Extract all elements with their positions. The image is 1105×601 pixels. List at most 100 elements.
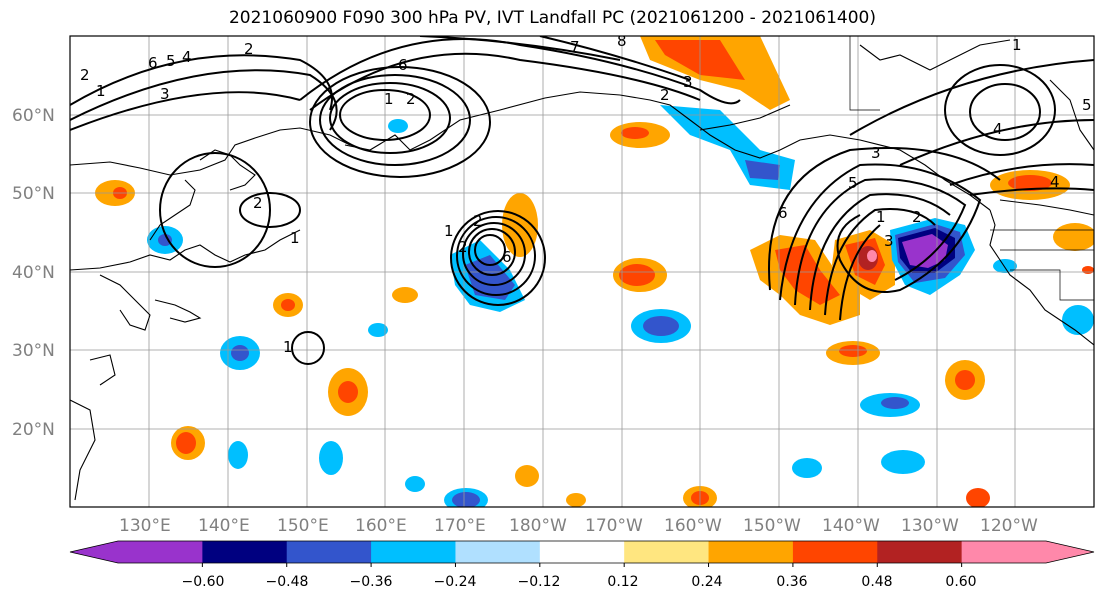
shade-positive <box>1082 266 1094 274</box>
contour-label: 6 <box>398 56 408 74</box>
lon-label: 130°E <box>119 516 171 536</box>
pv-contours <box>70 36 1094 365</box>
shade-negative <box>1062 305 1094 335</box>
shade-positive <box>392 287 418 303</box>
colorbar-swatch <box>202 541 288 563</box>
contour-label: 2 <box>253 194 263 212</box>
contour-label: 2 <box>660 86 670 104</box>
contour-label: 1 <box>96 82 106 100</box>
lat-label: 20°N <box>12 420 55 440</box>
colorbar-tick: 0.36 <box>776 574 807 590</box>
contour-label: 4 <box>993 120 1003 138</box>
shade-negative <box>465 255 515 300</box>
lat-label: 60°N <box>12 106 55 126</box>
lon-label: 180°W <box>509 516 567 536</box>
shade-positive <box>566 493 586 507</box>
colorbar-outline <box>69 540 1095 564</box>
lon-label: 120°W <box>980 516 1038 536</box>
shade-positive <box>515 465 539 487</box>
shade-negative <box>792 458 822 478</box>
longitude-labels: 130°E 140°E 150°E 160°E 170°E 180°W 170°… <box>119 516 1038 536</box>
shade-positive <box>281 299 295 311</box>
contour-label: 5 <box>1082 96 1092 114</box>
shade-negative <box>902 234 948 268</box>
colorbar-swatch <box>792 541 878 563</box>
colorbar-tick: −0.60 <box>182 574 225 590</box>
shade-negative <box>368 323 388 337</box>
colorbar-extend-max <box>1046 541 1094 563</box>
contour-labels: 6 5 4 2 1 3 2 6 1 2 7 8 2 3 1 2 1 2 6 1 … <box>80 36 1092 356</box>
shade-negative <box>745 160 780 180</box>
contour-label: 4 <box>182 48 192 66</box>
contour-label: 4 <box>1050 173 1060 191</box>
shade-positive <box>955 370 975 390</box>
colorbar-tick: 0.48 <box>861 574 892 590</box>
colorbar-tick: −0.36 <box>350 574 393 590</box>
colorbar-swatch <box>371 541 456 563</box>
shade-negative <box>228 441 248 469</box>
contour-label: 2 <box>458 238 468 256</box>
shade-positive <box>1053 223 1094 251</box>
lon-label: 130°W <box>901 516 959 536</box>
lon-label: 140°W <box>822 516 880 536</box>
shade-positive <box>966 488 990 507</box>
shade-positive <box>621 127 649 139</box>
shade-negative <box>231 345 249 361</box>
colorbar-swatch <box>961 541 1047 563</box>
colorbar-swatch <box>118 541 203 563</box>
lat-label: 30°N <box>12 341 55 361</box>
shade-positive <box>1008 175 1052 191</box>
colorbar-tick: −0.12 <box>518 574 561 590</box>
shade-negative <box>881 450 925 474</box>
contour-label: 1 <box>283 338 293 356</box>
latitude-labels: 20°N 30°N 40°N 50°N 60°N <box>12 106 55 440</box>
shade-negative <box>158 234 172 246</box>
colorbar-swatch <box>624 541 710 563</box>
contour-label: 1 <box>444 222 454 240</box>
shade-positive <box>775 245 840 305</box>
colorbar-tick: −0.48 <box>266 574 309 590</box>
colorbar-swatch <box>455 541 541 563</box>
colorbar-extend-min <box>70 541 118 563</box>
shade-negative <box>405 476 425 492</box>
coastlines <box>70 39 1094 501</box>
contour-label: 2 <box>473 212 483 230</box>
colorbar-swatch <box>286 541 372 563</box>
contour-label: 1 <box>1012 36 1022 54</box>
shade-positive <box>839 345 867 357</box>
colorbar-swatch <box>877 541 963 563</box>
map-border <box>69 35 1095 508</box>
contour-label: 1 <box>290 229 300 247</box>
borders <box>849 36 1094 301</box>
contour-label: 7 <box>570 38 580 56</box>
contour-label: 2 <box>80 66 90 84</box>
contour-label: 1 <box>876 208 886 226</box>
colorbar <box>69 540 1095 567</box>
contour-label: 5 <box>848 174 858 192</box>
shade-negative <box>643 316 679 336</box>
lat-label: 40°N <box>12 263 55 283</box>
lon-label: 150°W <box>743 516 801 536</box>
colorbar-ticks: −0.60 −0.48 −0.36 −0.24 −0.12 0.12 0.24 … <box>182 574 977 590</box>
contour-label: 3 <box>884 232 894 250</box>
colorbar-tick: 0.60 <box>945 574 976 590</box>
contour-label: 2 <box>912 208 922 226</box>
lon-label: 160°E <box>355 516 407 536</box>
lon-label: 140°E <box>198 516 250 536</box>
lon-label: 170°E <box>434 516 486 536</box>
colorbar-tick: 0.12 <box>607 574 638 590</box>
contour-label: 6 <box>502 248 512 266</box>
contour-label: 2 <box>244 40 254 58</box>
contour-label: 2 <box>406 90 416 108</box>
contour-label: 3 <box>871 144 881 162</box>
shade-positive <box>176 432 196 454</box>
colorbar-tick: 0.24 <box>691 574 722 590</box>
shade-positive <box>619 264 655 286</box>
shade-positive <box>867 250 877 262</box>
colorbar-swatch <box>708 541 794 563</box>
colorbar-tick: −0.24 <box>434 574 477 590</box>
contour-label: 3 <box>683 73 693 91</box>
colorbar-swatch <box>539 541 625 563</box>
lon-label: 170°W <box>585 516 643 536</box>
contour-label: 1 <box>384 90 394 108</box>
